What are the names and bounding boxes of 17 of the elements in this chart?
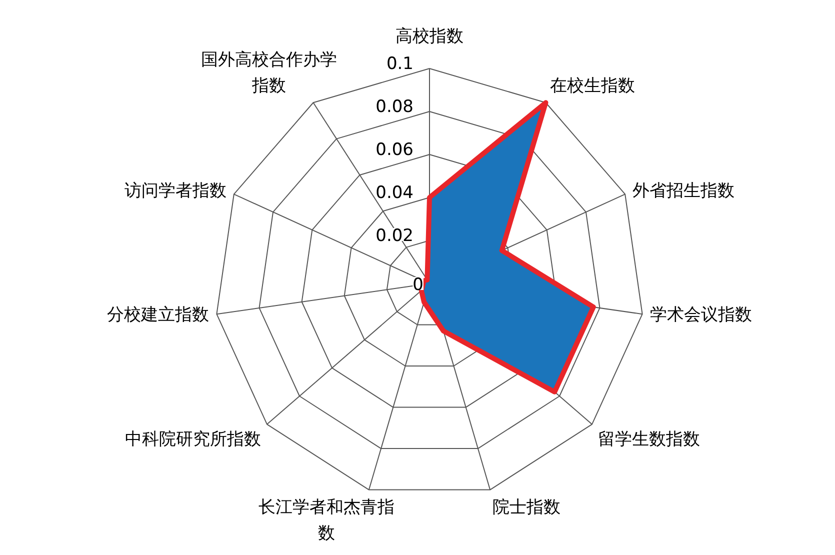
spoke-label: 留学生数指数 [598, 430, 700, 450]
y-tick-label: 0.06 [376, 140, 414, 160]
spoke-label: 高校指数 [396, 26, 464, 46]
spoke-label: 学术会议指数 [650, 305, 752, 326]
spoke-label: 外省招生指数 [632, 180, 734, 201]
y-tick-label: 0 [412, 275, 424, 295]
spoke-label: 院士指数 [492, 497, 560, 518]
spoke-label: 访问学者指数 [124, 180, 227, 201]
y-tick-label: 0.1 [386, 54, 414, 74]
spoke-label: 分校建立指数 [106, 305, 209, 326]
spoke-label: 在校生指数 [550, 76, 636, 96]
spoke-label: 长江学者和杰青指数 [258, 497, 395, 544]
y-tick-label: 0.08 [376, 97, 414, 117]
y-tick-label: 0.04 [376, 183, 414, 203]
spoke-label: 中科院研究所指数 [124, 430, 261, 450]
spoke-label: 国外高校合作办学指数 [200, 50, 337, 96]
y-tick-label: 0.02 [376, 226, 414, 246]
